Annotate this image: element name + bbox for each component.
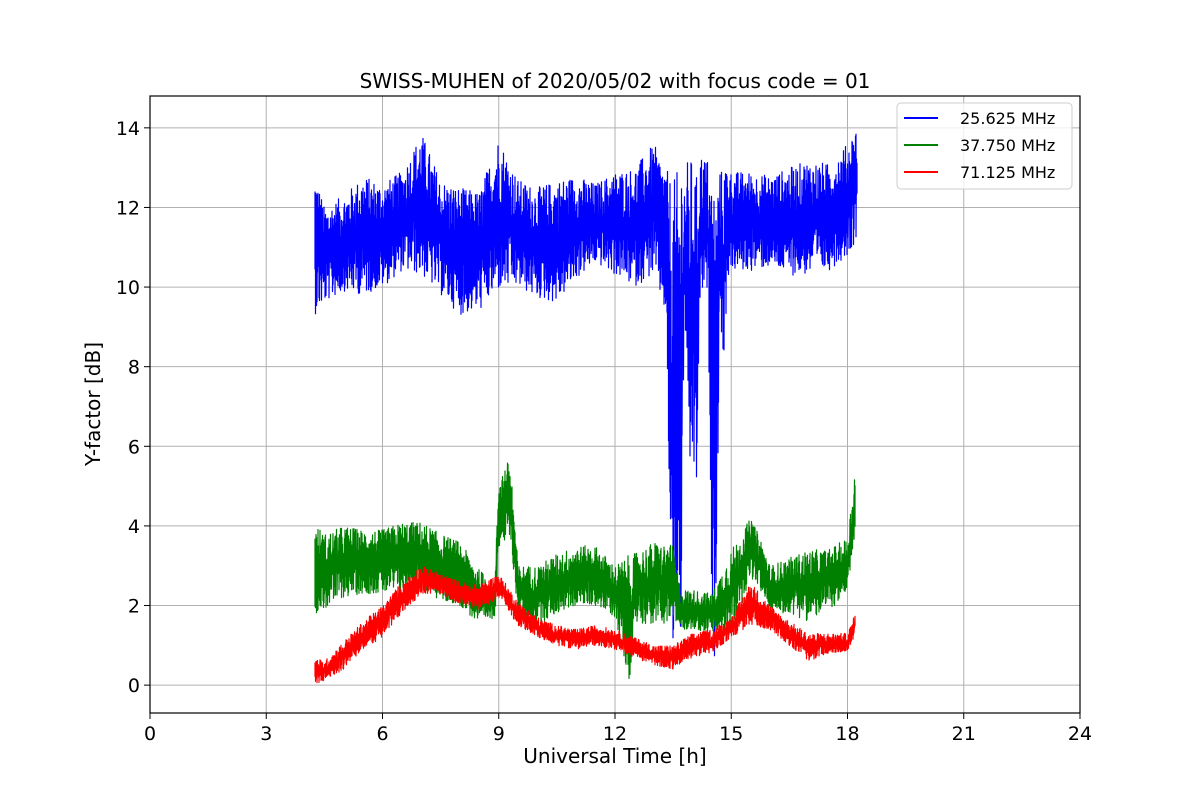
x-tick-label: 9 — [493, 723, 505, 745]
legend-label-2: 71.125 MHz — [960, 163, 1055, 182]
y-tick-label: 2 — [128, 596, 140, 618]
x-tick-label: 21 — [952, 723, 976, 745]
series-line-0 — [314, 133, 858, 657]
chart-title: SWISS-MUHEN of 2020/05/02 with focus cod… — [360, 69, 871, 93]
legend-label-0: 25.625 MHz — [960, 109, 1055, 128]
legend: 25.625 MHz 37.750 MHz 71.125 MHz — [896, 102, 1073, 190]
y-tick-label: 4 — [128, 516, 140, 538]
series-line-1 — [314, 462, 856, 679]
x-tick-label: 15 — [719, 723, 743, 745]
x-tick-label: 24 — [1068, 723, 1092, 745]
legend-box — [896, 102, 1073, 190]
y-tick-label: 0 — [128, 675, 140, 697]
x-axis-label: Universal Time [h] — [523, 744, 706, 768]
y-tick-label: 6 — [128, 436, 140, 458]
x-tick-label: 3 — [260, 723, 272, 745]
legend-label-1: 37.750 MHz — [960, 136, 1055, 155]
y-axis-label: Y-factor [dB] — [81, 342, 105, 467]
x-tick-label: 18 — [835, 723, 859, 745]
x-axis-ticks: 0 3 6 9 12 15 18 21 24 — [144, 713, 1092, 745]
y-tick-label: 14 — [116, 118, 140, 140]
x-tick-label: 6 — [376, 723, 388, 745]
y-tick-label: 8 — [128, 357, 140, 379]
x-tick-label: 12 — [603, 723, 627, 745]
plot-series — [314, 133, 858, 684]
y-tick-label: 10 — [116, 277, 140, 299]
series-line-2 — [314, 566, 856, 684]
x-tick-label: 0 — [144, 723, 156, 745]
y-axis-ticks: 0 2 4 6 8 10 12 14 — [116, 118, 150, 697]
y-tick-label: 12 — [116, 197, 140, 219]
